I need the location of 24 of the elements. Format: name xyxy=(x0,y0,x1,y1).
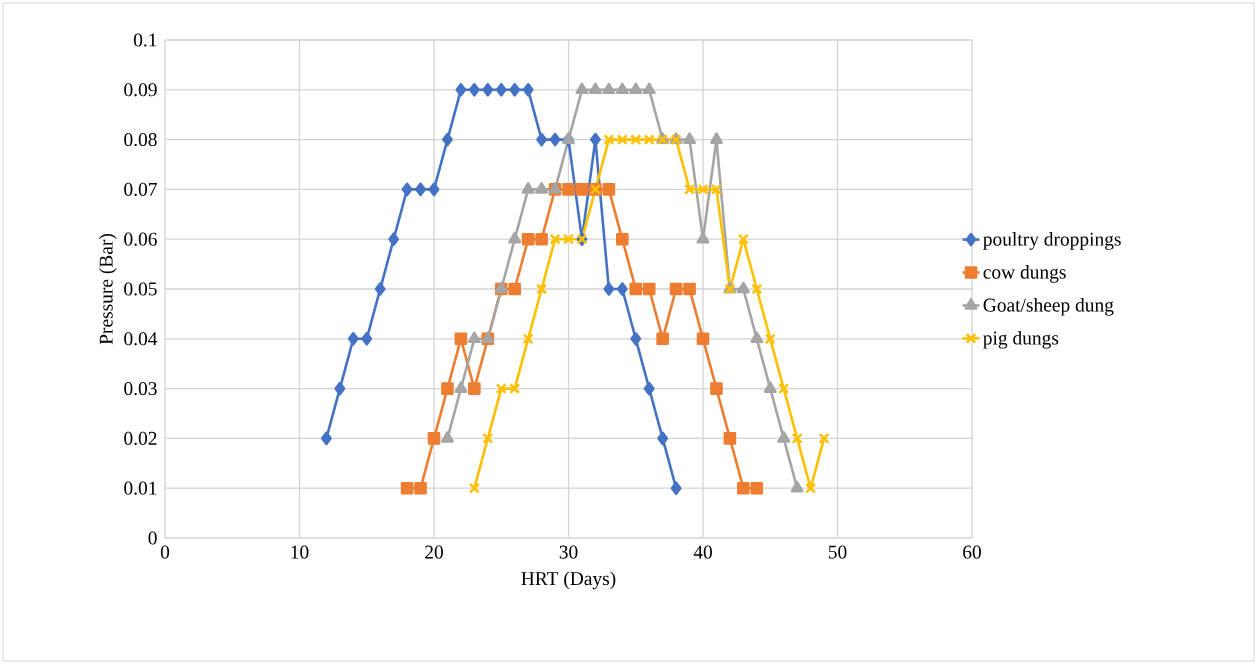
x-tick-label: 10 xyxy=(291,545,309,559)
y-tick-label: 0.09 xyxy=(124,83,157,97)
x-tick-label: 50 xyxy=(828,545,847,559)
y-tick-label: 0.1 xyxy=(133,33,157,47)
y-tick-label: 0.03 xyxy=(124,382,157,396)
x-tick-label: 0 xyxy=(160,545,170,559)
y-tick-label: 0.04 xyxy=(124,332,158,346)
y-tick-label: 0.08 xyxy=(124,133,157,147)
x-tick-label: 40 xyxy=(693,545,712,559)
x-tick-label: 30 xyxy=(559,545,578,559)
legend-label: poultry droppings xyxy=(983,232,1121,250)
legend-label: Goat/sheep dung xyxy=(983,298,1114,316)
y-tick-label: 0.06 xyxy=(124,232,157,246)
x-axis-title: HRT (Days) xyxy=(521,571,616,590)
y-tick-label: 0 xyxy=(148,531,157,545)
y-tick-label: 0.07 xyxy=(124,182,157,196)
y-axis-title: Pressure (Bar) xyxy=(99,234,117,345)
legend-label: cow dungs xyxy=(983,265,1066,283)
y-tick-label: 0.02 xyxy=(124,431,157,445)
y-tick-label: 0.01 xyxy=(124,481,157,495)
y-tick-label: 0.05 xyxy=(124,282,157,296)
x-tick-label: 20 xyxy=(425,545,443,559)
legend-label: pig dungs xyxy=(983,330,1059,349)
x-tick-label: 60 xyxy=(963,545,981,559)
